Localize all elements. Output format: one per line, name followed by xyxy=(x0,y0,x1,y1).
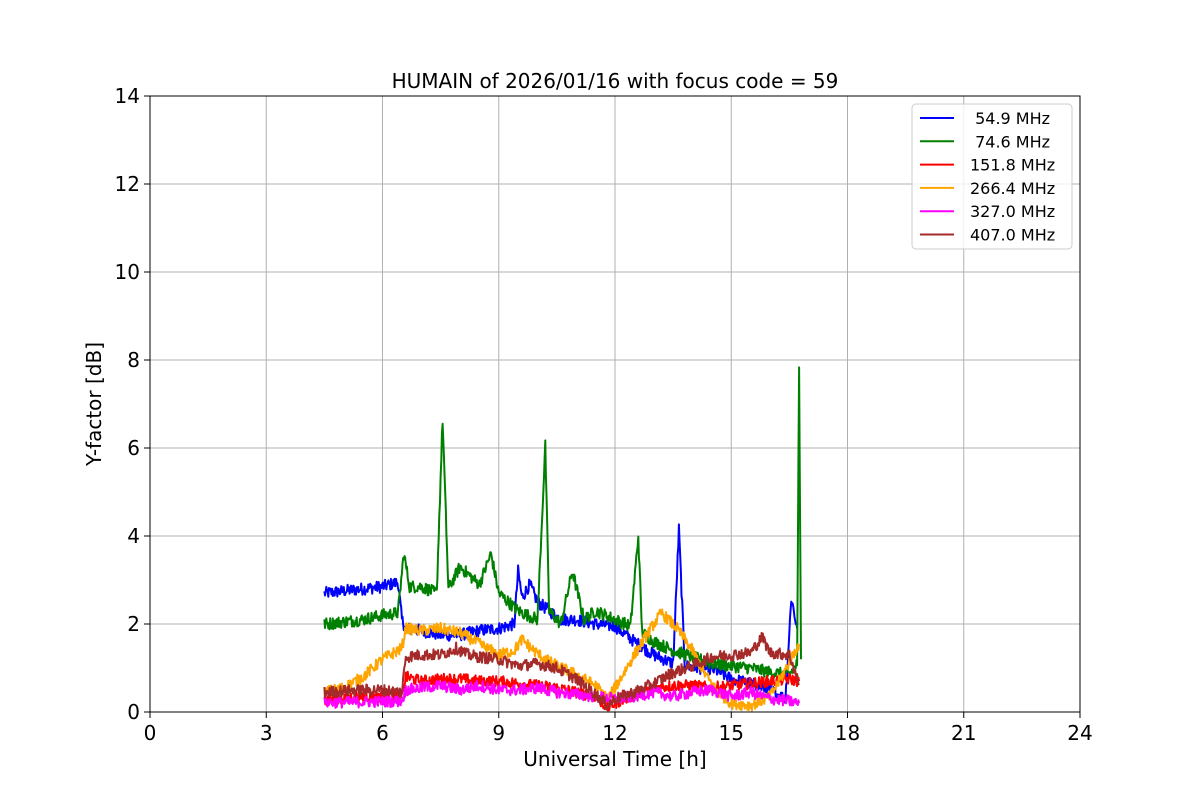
legend-label: 327.0 MHz xyxy=(970,202,1055,221)
x-tick-label: 9 xyxy=(492,721,505,745)
x-tick-label: 21 xyxy=(951,721,976,745)
x-tick-label: 6 xyxy=(376,721,389,745)
series-line-3 xyxy=(323,608,801,712)
legend: 54.9 MHz 74.6 MHz 151.8 MHz 266.4 MHz 327.0… xyxy=(911,103,1073,250)
x-tick-label: 3 xyxy=(260,721,273,745)
legend-label: 54.9 MHz xyxy=(970,109,1050,128)
y-tick-label: 2 xyxy=(127,612,140,636)
y-tick-label: 14 xyxy=(115,84,140,108)
x-tick-label: 18 xyxy=(835,721,860,745)
y-tick-label: 0 xyxy=(127,700,140,724)
x-axis-title: Universal Time [h] xyxy=(523,747,706,771)
x-tick-label: 15 xyxy=(719,721,744,745)
legend-label: 407.0 MHz xyxy=(970,226,1055,245)
y-tick-label: 6 xyxy=(127,436,140,460)
chart-title: HUMAIN of 2026/01/16 with focus code = 5… xyxy=(392,69,839,93)
series-line-1 xyxy=(323,366,802,681)
x-tick-label: 0 xyxy=(144,721,157,745)
legend-label: 151.8 MHz xyxy=(970,156,1055,175)
series-line-0 xyxy=(323,523,799,704)
y-tick-label: 4 xyxy=(127,524,140,548)
legend-box xyxy=(911,103,1073,250)
x-tick-label: 12 xyxy=(602,721,627,745)
y-tick-label: 12 xyxy=(115,172,140,196)
plot-series xyxy=(323,366,802,712)
x-tick-label: 24 xyxy=(1067,721,1092,745)
series-line-5 xyxy=(323,631,800,711)
legend-label: 266.4 MHz xyxy=(970,179,1055,198)
y-tick-label: 10 xyxy=(115,260,140,284)
y-axis-title: Y-factor [dB] xyxy=(82,342,106,467)
y-tick-label: 8 xyxy=(127,348,140,372)
series-line-4 xyxy=(323,680,801,709)
legend-label: 74.6 MHz xyxy=(970,132,1050,151)
